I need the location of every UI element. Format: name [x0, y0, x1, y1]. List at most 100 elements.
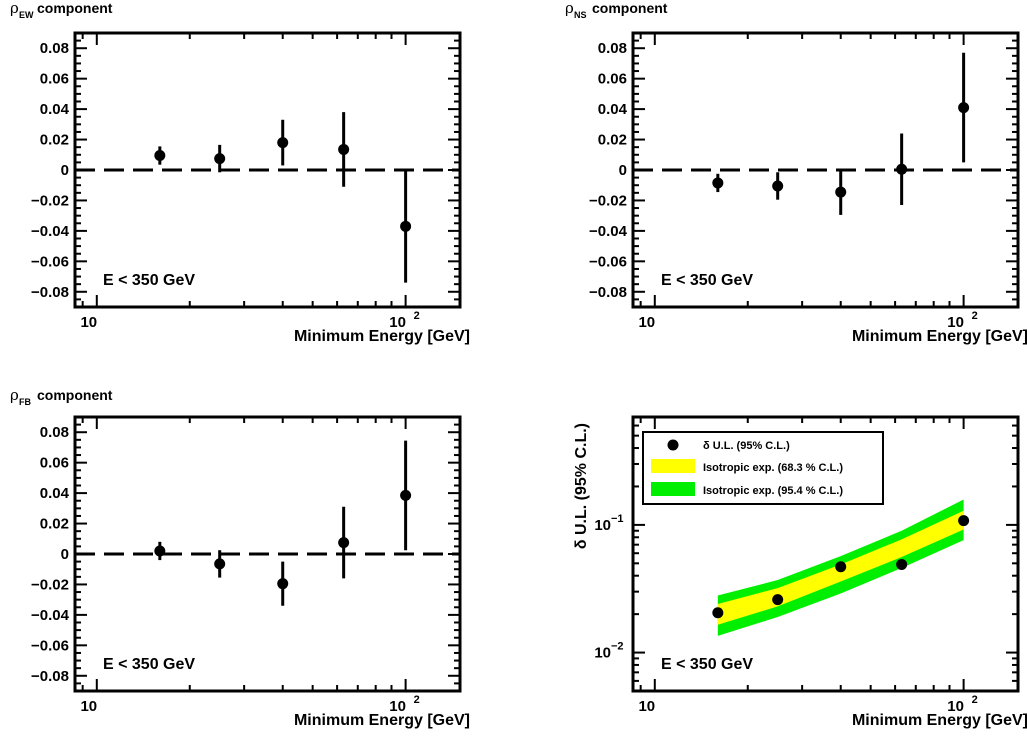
y-tick-label: −0.02: [31, 192, 69, 209]
x-tick-label: 10: [947, 314, 964, 331]
data-point: [896, 558, 908, 570]
x-tick-label: 10: [389, 698, 406, 715]
energy-cut-annotation: E < 350 GeV: [103, 656, 195, 673]
y-tick-label: −0.08: [31, 668, 69, 685]
x-axis-label: Minimum Energy [GeV]: [852, 328, 1027, 345]
legend-label: Isotropic exp. (95.4 % C.L.): [703, 485, 843, 497]
chart-panel-ew: ρ EW component 0.08 0.06 0.04 0.02 0 −0.02 −0.04 −…: [10, 0, 470, 345]
x-tick-label: 10: [80, 698, 97, 715]
y-tick-label: 0.06: [598, 71, 627, 88]
panel-title: ρ EW component: [10, 0, 113, 20]
y-tick-label: −0.04: [589, 223, 628, 240]
data-point: [958, 515, 970, 527]
y-tick-label: 0.04: [40, 101, 70, 118]
energy-cut-annotation: E < 350 GeV: [661, 272, 753, 289]
y-tick-label: 0.08: [40, 40, 69, 57]
y-tick-label: −0.08: [589, 284, 627, 301]
panel-title-subscript: NS: [574, 10, 587, 20]
plot-frame: [73, 31, 462, 309]
y-tick-label: −0.04: [31, 223, 70, 240]
x-tick-exponent: 2: [414, 694, 420, 706]
data-point: [712, 177, 724, 189]
panel-title-symbol: ρ: [565, 0, 574, 17]
y-tick-label: −0.06: [31, 637, 69, 654]
data-point: [214, 153, 226, 165]
x-tick-exponent: 2: [414, 310, 420, 322]
data-point: [400, 220, 412, 232]
data-point: [400, 489, 412, 501]
x-tick-exponent: 2: [972, 310, 978, 322]
energy-cut-annotation: E < 350 GeV: [103, 272, 195, 289]
panel-title-suffix: component: [592, 0, 668, 16]
legend-label: Isotropic exp. (68.3 % C.L.): [703, 462, 843, 474]
x-tick-label: 10: [80, 314, 97, 331]
legend-marker-dot: [667, 439, 679, 451]
data-point: [835, 186, 847, 198]
x-axis-label: Minimum Energy [GeV]: [294, 712, 470, 729]
y-tick-label: 0: [61, 546, 69, 563]
y-tick-label: 0.08: [40, 424, 69, 441]
y-axis-label: δ U.L. (95% C.L.): [573, 423, 590, 549]
x-axis-label: Minimum Energy [GeV]: [294, 328, 470, 345]
data-point: [338, 537, 350, 549]
data-point: [712, 607, 724, 619]
data-point: [772, 594, 784, 606]
legend-swatch-68: [651, 459, 695, 473]
y-tick-label: 0.04: [40, 485, 70, 502]
data-point: [896, 163, 908, 175]
legend-swatch-95: [651, 482, 695, 496]
y-tick-label: 0.06: [40, 71, 69, 88]
y-tick-label: 0.02: [40, 516, 69, 533]
y-tick-label: −0.02: [589, 192, 627, 209]
y-tick-label: 0: [619, 162, 627, 179]
y-tick-exponent: −2: [611, 641, 624, 653]
data-point: [835, 561, 847, 573]
y-tick-label: −0.06: [31, 253, 69, 270]
data-point: [154, 150, 166, 162]
plot-frame: [631, 31, 1020, 309]
data-point: [338, 143, 350, 155]
y-tick-label: −0.06: [589, 253, 627, 270]
panel-title-subscript: EW: [19, 10, 34, 20]
data-point: [277, 137, 289, 149]
x-tick-label: 10: [638, 314, 655, 331]
panel-title-subscript: FB: [19, 397, 31, 407]
data-point: [772, 180, 784, 192]
x-tick-label: 10: [638, 698, 655, 715]
x-tick-label: 10: [389, 314, 406, 331]
y-tick-label: 10: [594, 517, 611, 534]
x-axis-label: Minimum Energy [GeV]: [852, 712, 1027, 729]
y-tick-label: −0.04: [31, 607, 70, 624]
panel-title-symbol: ρ: [10, 0, 19, 17]
x-tick-exponent: 2: [972, 694, 978, 706]
chart-panel-ns: ρ NS component 0.08 0.06 0.04 0.02 0 −0.02 −0.04 −…: [565, 0, 1027, 345]
panel-title: ρ NS component: [565, 0, 668, 20]
y-tick-exponent: −1: [611, 513, 624, 525]
panel-title: ρ FB component: [10, 386, 113, 407]
y-tick-label: −0.08: [31, 284, 69, 301]
y-tick-label: 0.02: [40, 132, 69, 149]
y-tick-label: 0.02: [598, 132, 627, 149]
y-tick-label: −0.02: [31, 576, 69, 593]
legend-label: δ U.L. (95% C.L.): [703, 440, 790, 452]
y-tick-label: 10: [594, 645, 611, 662]
legend: δ U.L. (95% C.L.) Isotropic exp. (68.3 % …: [642, 431, 884, 505]
panel-title-suffix: component: [37, 387, 113, 403]
panel-title-suffix: component: [37, 0, 113, 16]
panel-title-symbol: ρ: [10, 386, 19, 404]
energy-cut-annotation: E < 350 GeV: [661, 656, 753, 673]
y-tick-label: 0: [61, 162, 69, 179]
data-point: [958, 102, 970, 114]
y-tick-label: 0.08: [598, 40, 627, 57]
plot-frame: [631, 415, 1020, 693]
y-tick-label: 0.04: [598, 101, 628, 118]
data-point: [214, 558, 226, 570]
x-tick-label: 10: [947, 698, 964, 715]
data-point: [277, 578, 289, 590]
data-point: [154, 545, 166, 557]
y-tick-label: 0.06: [40, 455, 69, 472]
chart-panel-fb: ρ FB component 0.08 0.06 0.04 0.02 0 −0.02 −0.04 −…: [10, 386, 470, 729]
plot-frame: [73, 415, 462, 693]
